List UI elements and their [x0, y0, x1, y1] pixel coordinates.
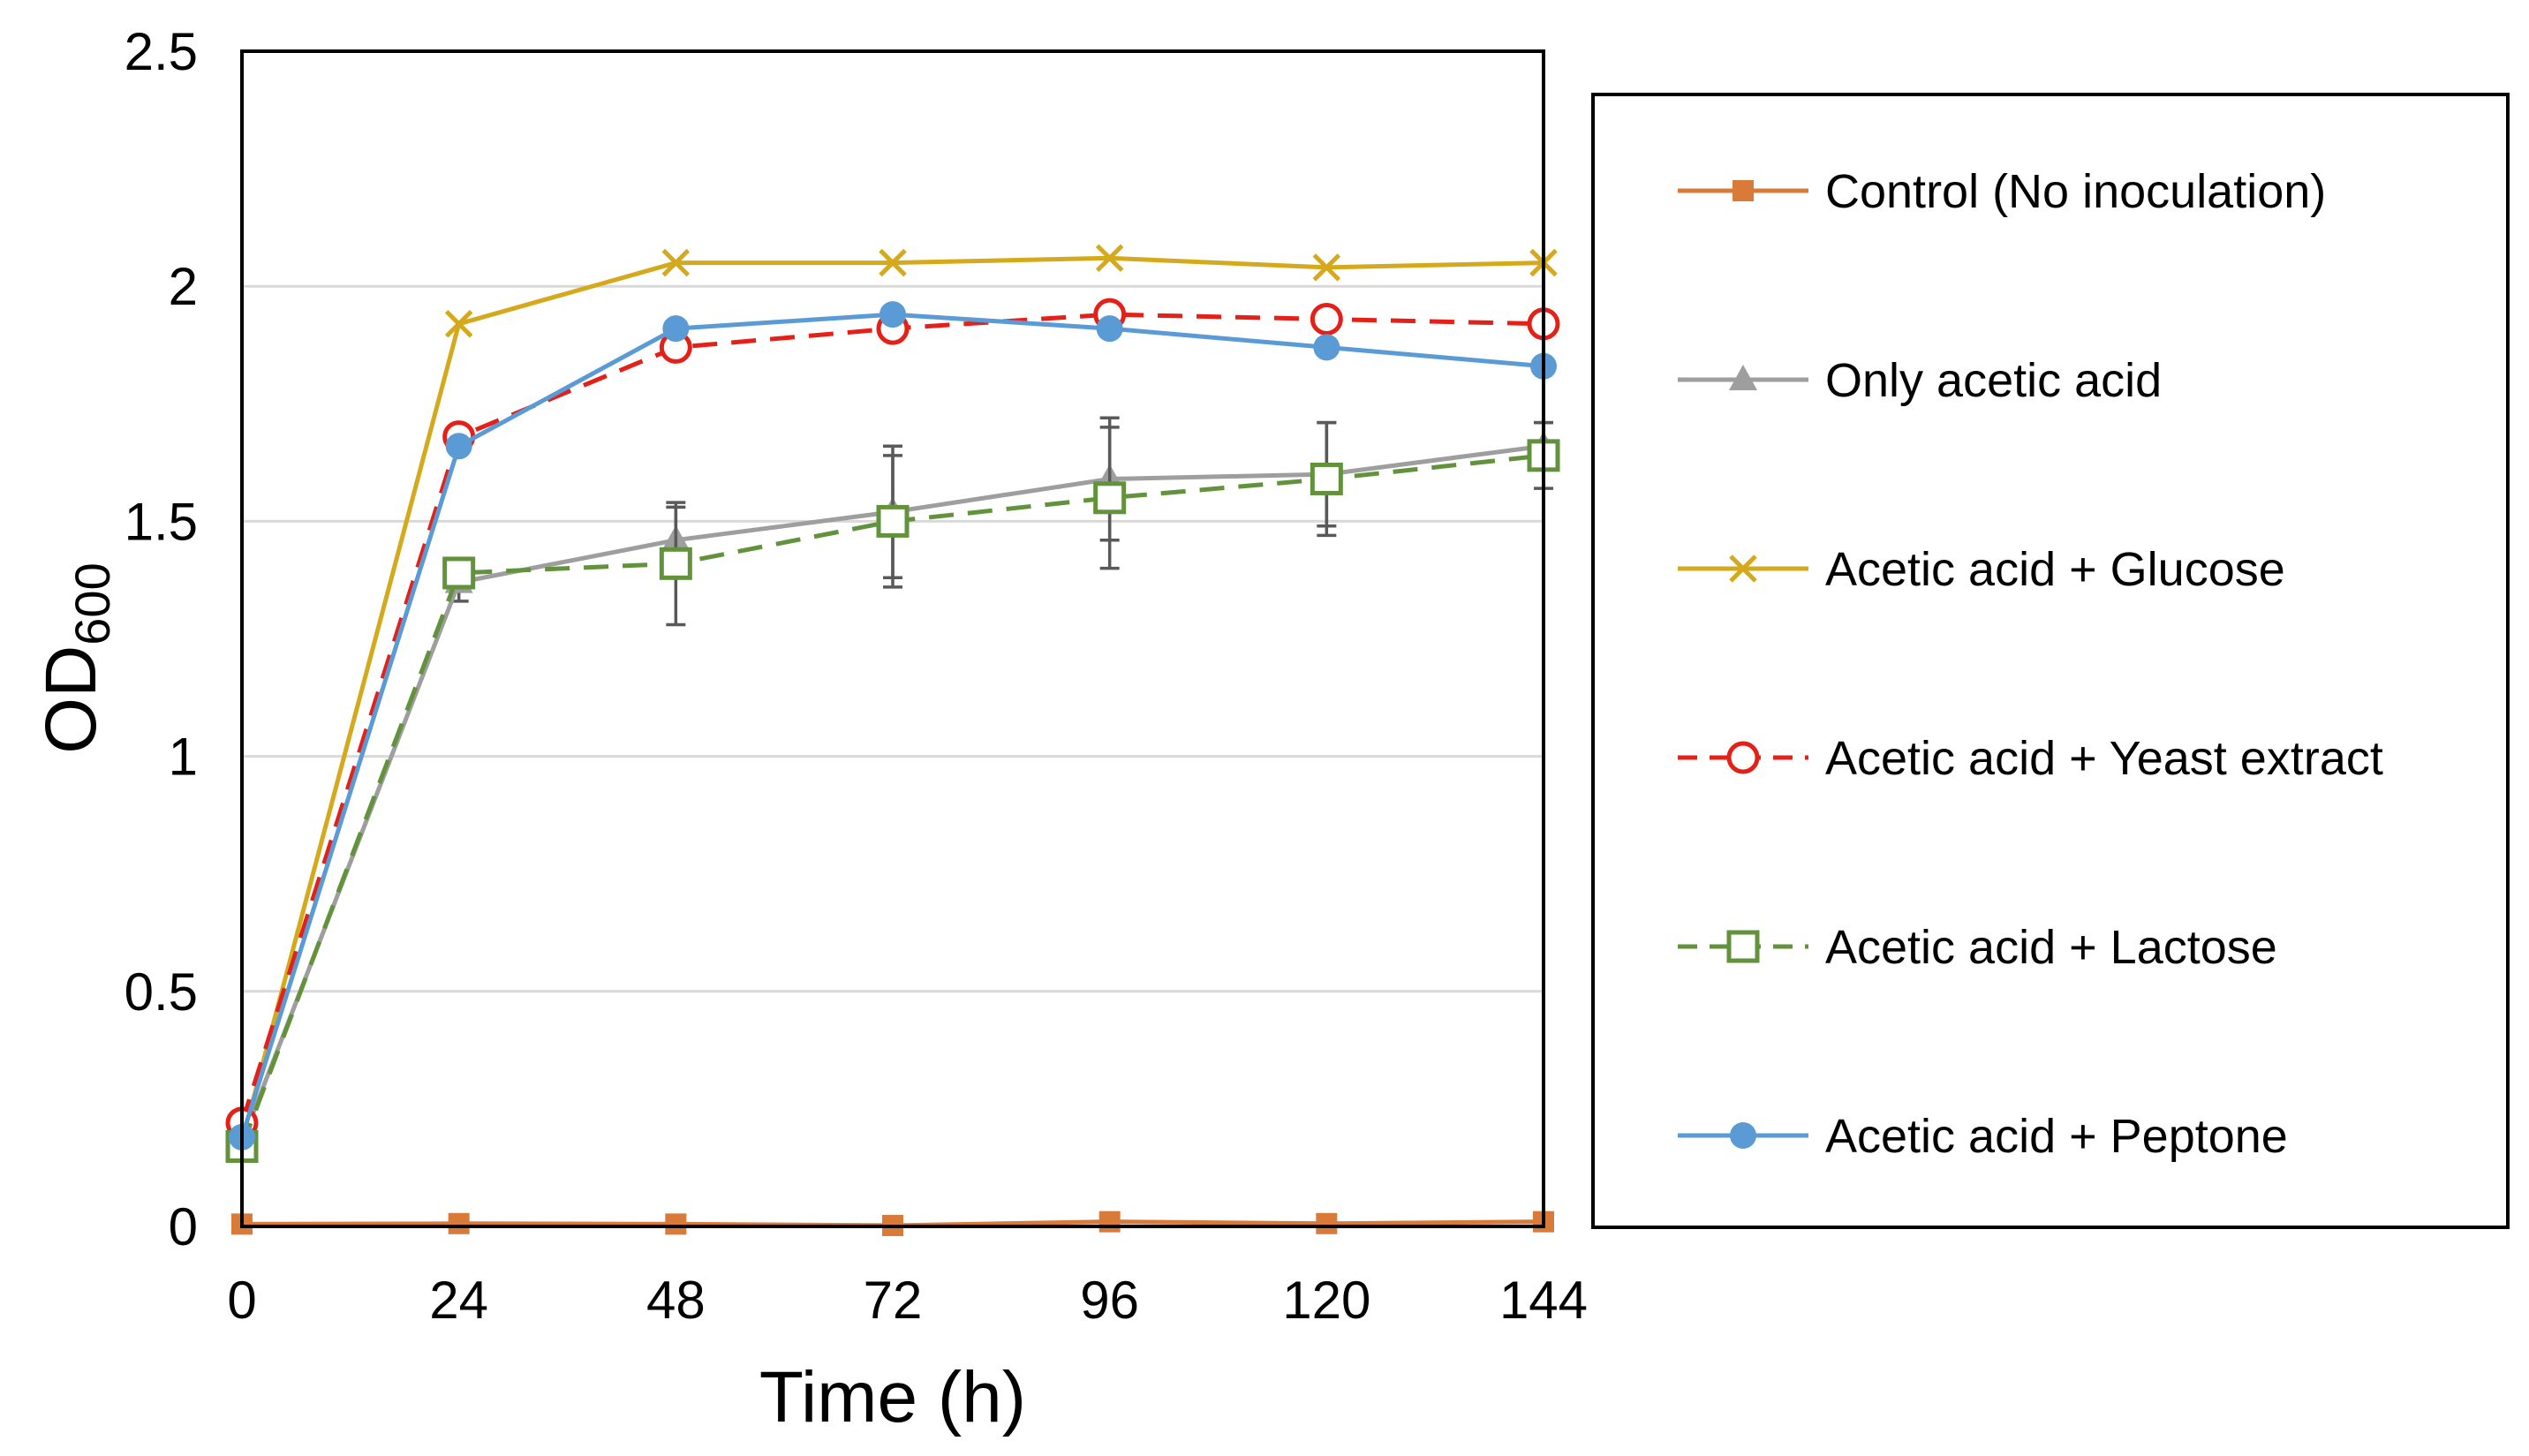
- plot-area-frame: [240, 49, 1545, 1228]
- y-tick-label: 2: [169, 257, 198, 316]
- legend-item-peptone: Acetic acid + Peptone: [1678, 1110, 2288, 1163]
- peptone-point: [1096, 315, 1123, 343]
- x-tick-label: 0: [227, 1271, 256, 1330]
- lactose-point: [442, 556, 476, 590]
- y-axis-ticks: 0 0.5 1 1.5 2 2.5: [125, 22, 198, 1256]
- glucose-point: [444, 310, 473, 338]
- legend-entries: Control (No inoculation) Only acetic acid…: [1678, 165, 2383, 1163]
- lactose-point: [1093, 481, 1127, 515]
- y-tick-label: 1.5: [125, 492, 198, 551]
- y-axis-title-subscript: 600: [64, 562, 120, 645]
- lactose-point: [1310, 462, 1343, 495]
- legend-marker-peptone: [1730, 1122, 1756, 1149]
- legend-marker-yeast: [1726, 741, 1760, 774]
- control-point: [448, 1212, 470, 1234]
- y-tick-label: 2.5: [125, 22, 198, 81]
- glucose-point: [1312, 253, 1341, 282]
- legend-label-only-acetic: Only acetic acid: [1825, 354, 2162, 407]
- x-axis-ticks: 0 24 48 72 96 120 144: [227, 1271, 1588, 1330]
- legend-label-glucose: Acetic acid + Glucose: [1825, 543, 2285, 596]
- legend-label-peptone: Acetic acid + Peptone: [1825, 1110, 2288, 1163]
- y-axis-title-main: OD: [31, 645, 111, 754]
- legend-label-lactose: Acetic acid + Lactose: [1825, 921, 2277, 974]
- legend-item-only-acetic: Only acetic acid: [1678, 354, 2162, 407]
- glucose-point: [1095, 244, 1124, 273]
- legend: [1591, 93, 2510, 1229]
- yeast-point: [1310, 302, 1343, 336]
- legend-item-yeast: Acetic acid + Yeast extract: [1678, 732, 2383, 785]
- legend-marker-lactose: [1726, 930, 1760, 963]
- x-tick-label: 96: [1080, 1271, 1139, 1330]
- legend-marker-glucose: [1729, 554, 1757, 583]
- control-point: [1098, 1211, 1121, 1233]
- legend-item-control: Control (No inoculation): [1678, 165, 2326, 218]
- legend-marker-only-acetic: [1729, 365, 1757, 390]
- x-tick-label: 24: [429, 1271, 488, 1330]
- x-tick-label: 120: [1282, 1271, 1370, 1330]
- y-axis-title: OD600: [31, 562, 120, 753]
- x-tick-label: 144: [1499, 1271, 1588, 1330]
- legend-label-control: Control (No inoculation): [1825, 165, 2326, 218]
- series-layer: [225, 244, 1560, 1236]
- peptone-point: [662, 315, 690, 343]
- lactose-point: [876, 504, 910, 538]
- y-tick-label: 0: [169, 1197, 198, 1256]
- legend-label-yeast: Acetic acid + Yeast extract: [1825, 732, 2383, 785]
- peptone-point: [879, 301, 906, 328]
- legend-item-glucose: Acetic acid + Glucose: [1678, 543, 2285, 596]
- control-point: [665, 1213, 687, 1235]
- x-tick-label: 48: [646, 1271, 706, 1330]
- peptone-point: [445, 433, 472, 460]
- x-axis-title: Time (h): [759, 1357, 1026, 1437]
- legend-item-lactose: Acetic acid + Lactose: [1678, 921, 2277, 974]
- peptone-point: [1313, 334, 1340, 361]
- y-tick-label: 1: [169, 728, 198, 787]
- glucose-point: [661, 248, 691, 277]
- x-tick-label: 72: [864, 1271, 923, 1330]
- glucose-point: [879, 248, 907, 277]
- series-lactose: [225, 420, 1560, 1163]
- legend-marker-control: [1733, 180, 1754, 201]
- y-tick-label: 0.5: [125, 962, 198, 1022]
- lactose-point: [659, 547, 692, 580]
- control-point: [1316, 1212, 1338, 1234]
- series-control: [231, 1211, 1554, 1236]
